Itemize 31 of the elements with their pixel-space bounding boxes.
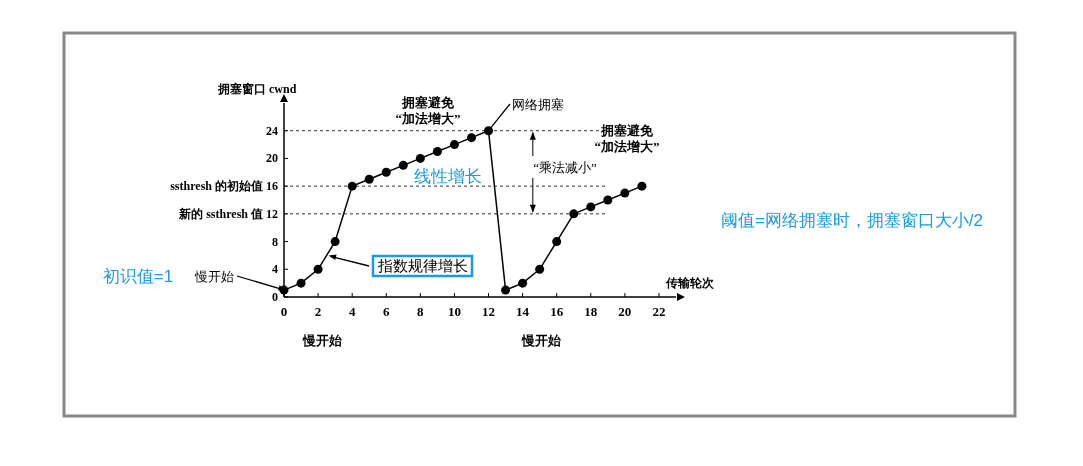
y-axis-title: 拥塞窗口 cwnd (217, 82, 297, 96)
x-tick-label: 20 (618, 304, 632, 319)
y-tick-label: 4 (272, 262, 278, 277)
x-tick-label: 8 (417, 304, 425, 319)
y-tick-label: 新的 ssthresh 值 12 (178, 206, 278, 221)
x-tick-label: 2 (314, 304, 322, 319)
x-axis-title: 传输轮次 (665, 276, 715, 290)
y-tick-label: 8 (272, 234, 278, 249)
text: 初识值=1 (102, 267, 174, 286)
annotation: 慢开始 (193, 269, 234, 284)
y-tick-label: ssthresh 的初始值 16 (170, 179, 278, 194)
x-tick-label: 12 (482, 304, 496, 319)
annotation: 拥塞避免 “加法增大” (594, 123, 660, 154)
annotation: “乘法减小” (533, 160, 597, 175)
annotation: 拥塞避免 “加法增大” (395, 95, 461, 126)
y-tick-label: 24 (266, 123, 278, 138)
annotation: 指数规律增长 (377, 258, 468, 274)
annotation: 网络拥塞 (512, 97, 564, 112)
x-tick-label: 16 (550, 304, 564, 319)
x-tick-label: 22 (652, 304, 666, 319)
x-tick-label: 10 (447, 304, 461, 319)
y-tick-label: 20 (266, 151, 278, 166)
x-tick-label: 14 (516, 304, 530, 319)
x-tick-label: 18 (584, 304, 598, 319)
text: 慢开始 (301, 333, 343, 348)
text: 慢开始 (520, 333, 562, 348)
text: 阈值=网络拥塞时，拥塞窗口大小/2 (720, 211, 984, 230)
x-tick-label: 6 (383, 304, 391, 319)
x-tick-label: 4 (348, 304, 356, 319)
y-tick-label: 0 (272, 290, 278, 304)
annotation: 线性增长 (414, 167, 482, 186)
